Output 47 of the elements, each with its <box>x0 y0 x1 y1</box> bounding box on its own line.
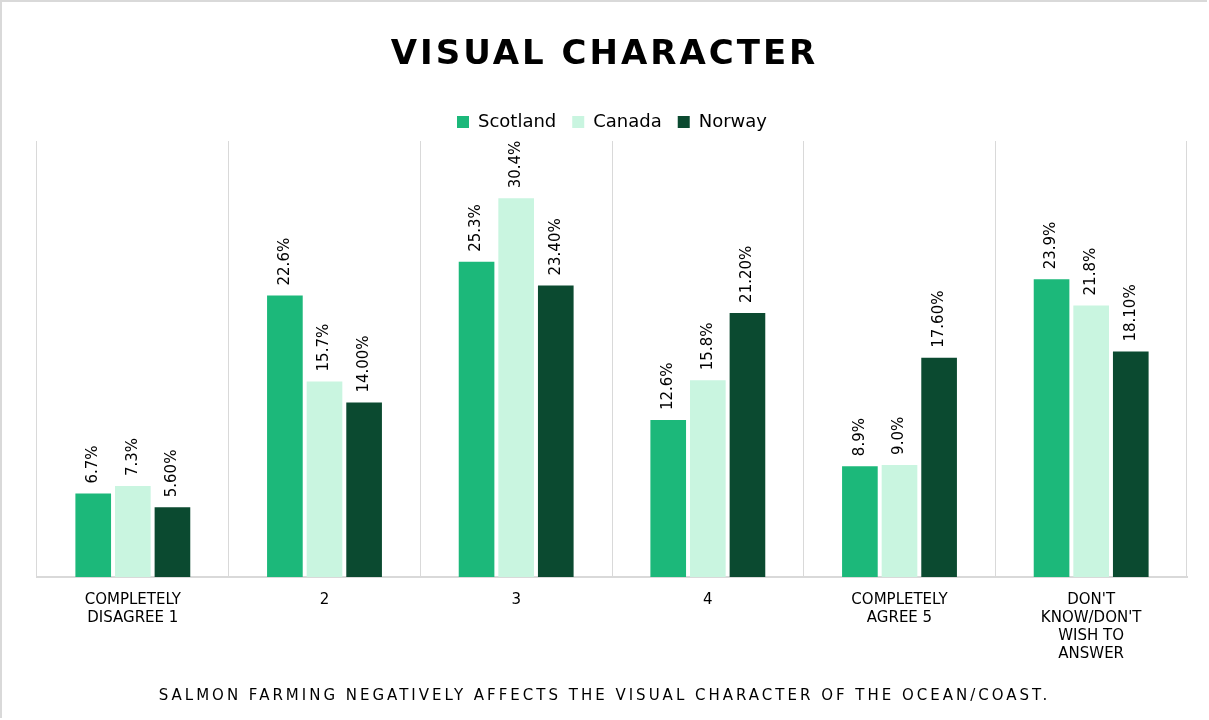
data-label: 21.8% <box>1081 247 1100 296</box>
data-label: 18.10% <box>1120 284 1139 342</box>
bar <box>75 493 112 577</box>
data-label: 23.40% <box>545 218 564 276</box>
bar <box>690 380 726 577</box>
x-tick-label: 4 <box>703 589 713 608</box>
data-label: 17.60% <box>929 290 947 348</box>
x-tick-label: COMPLETELY DISAGREE 1 <box>84 589 182 626</box>
data-label: 15.8% <box>697 322 716 371</box>
data-label: 21.20% <box>737 245 756 303</box>
legend-label: Norway <box>698 109 768 131</box>
bar <box>267 295 303 577</box>
bar <box>1112 351 1149 577</box>
x-tick-label: COMPLETELY AGREE 5 <box>851 589 949 626</box>
data-label: 9.0% <box>889 416 908 455</box>
chart-title: VISUAL CHARACTER <box>389 32 820 72</box>
data-label: 23.9% <box>1041 221 1060 270</box>
x-axis-title: SALMON FARMING NEGATIVELY AFFECTS THE VISUAL CHARACTER OF THE OCEAN/COAST. <box>157 686 1052 704</box>
bar <box>729 312 766 577</box>
bar <box>537 285 574 577</box>
bar <box>842 466 878 577</box>
data-label: 14.00% <box>354 335 372 393</box>
bar <box>650 420 687 577</box>
bar <box>881 464 918 577</box>
legend-label: Scotland <box>477 109 557 131</box>
data-label: 5.60% <box>162 449 181 498</box>
bar <box>1033 279 1070 577</box>
data-label: 25.3% <box>466 204 485 252</box>
bar <box>1073 305 1109 577</box>
x-tick-label: 3 <box>511 589 521 608</box>
bar <box>921 357 957 577</box>
data-label: 22.6% <box>274 237 293 286</box>
bar <box>306 381 343 577</box>
data-label: 12.6% <box>658 362 677 411</box>
bar <box>115 486 151 577</box>
data-label: 7.3% <box>122 437 141 477</box>
bar <box>154 507 191 577</box>
data-label: 6.7% <box>83 445 102 484</box>
data-label: 8.9% <box>849 418 868 457</box>
bar <box>458 261 495 577</box>
data-label: 30.4% <box>506 140 525 189</box>
legend-label: Canada <box>593 109 662 131</box>
data-label: 15.7% <box>314 323 333 372</box>
x-tick-label: DON'T KNOW/DON'T WISH TO ANSWER <box>1040 589 1143 662</box>
x-tick-label: 2 <box>319 589 330 608</box>
bar <box>346 402 382 577</box>
bar <box>498 198 534 577</box>
